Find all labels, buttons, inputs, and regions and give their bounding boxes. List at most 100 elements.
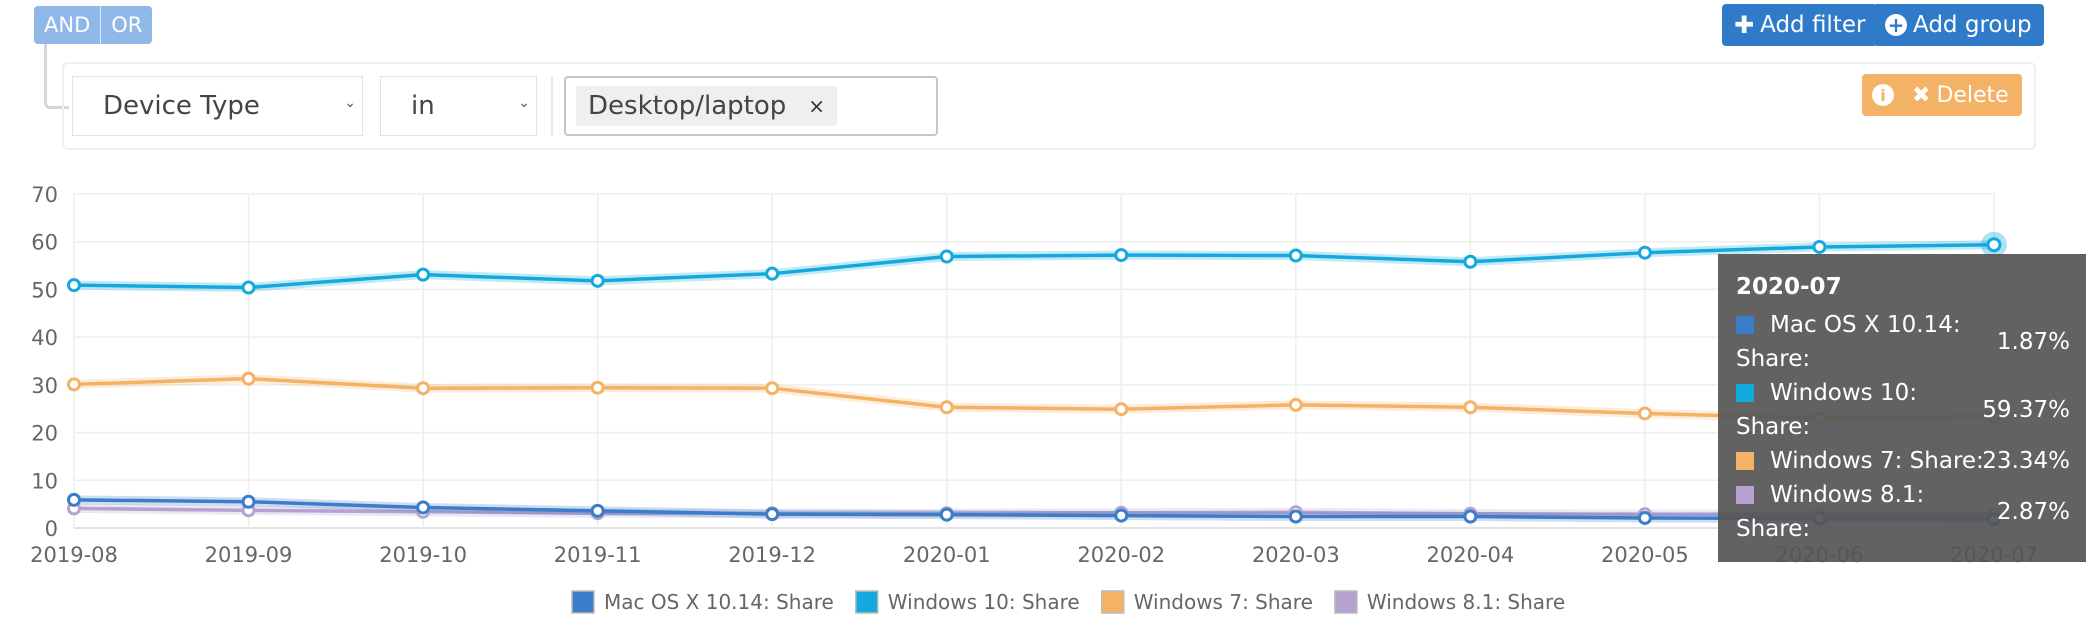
tooltip-swatch [1736,452,1754,470]
data-point [1288,248,1303,263]
data-point [590,380,605,395]
legend-swatch [1100,590,1125,614]
data-point [1463,506,1478,521]
field-select[interactable]: Device Type ⌄ [72,76,363,136]
series-halo [73,503,1995,519]
series-halo [73,495,1995,524]
y-tick-label: 30 [31,374,58,398]
tooltip-swatch [1736,486,1754,504]
legend-label: Mac OS X 10.14: Share [604,590,834,614]
data-point [765,266,780,281]
data-point [241,494,256,509]
value-tag-input[interactable]: Desktop/laptop × [564,76,938,136]
y-tick-label: 60 [31,231,58,255]
data-point [241,280,256,295]
x-tick-label: 2020-01 [903,543,991,567]
tooltip-value: 2.87% [1996,499,2070,525]
tooltip-swatch [1736,384,1754,402]
delete-button[interactable]: i ✖ Delete [1862,74,2022,116]
data-point [939,507,954,522]
data-point [765,507,780,522]
data-point [67,492,81,507]
legend-item[interactable]: Windows 8.1: Share [1334,590,1565,614]
field-select-value: Device Type [103,91,260,121]
and-or-toggle: AND OR [34,6,153,44]
data-point [1114,402,1129,417]
data-point [1288,505,1303,520]
series-line [73,506,1995,517]
add-filter-label: Add filter [1760,12,1866,38]
x-tick-label: 2020-03 [1252,543,1340,567]
legend-swatch [1334,590,1358,614]
series-line [73,376,1995,421]
filter-tree-connector [44,44,69,109]
hover-point [1986,237,2002,253]
operator-select[interactable]: in ⌄ [380,76,537,136]
data-point [1637,406,1652,421]
data-point [416,267,431,282]
legend-item[interactable]: Windows 7: Share [1100,590,1313,614]
data-point [1114,508,1129,523]
data-point [939,400,954,415]
info-icon[interactable]: i [1872,84,1894,106]
add-group-button[interactable]: + Add group [1873,4,2044,46]
data-point [765,381,780,396]
data-point [765,506,780,521]
x-tick-label: 2020-05 [1601,543,1689,567]
data-point [1288,509,1303,524]
y-tick-label: 50 [31,278,58,302]
x-tick-label: 2019-12 [728,543,816,567]
x-tick-label: 2020-04 [1426,543,1514,567]
data-point [590,273,605,288]
data-point [67,377,81,392]
data-point [1114,505,1129,520]
data-point [939,249,954,264]
data-point [1637,510,1652,525]
and-toggle[interactable]: AND [44,13,91,37]
or-toggle[interactable]: OR [111,13,143,37]
tooltip-value: 23.34% [1982,448,2070,474]
legend-item[interactable]: Windows 10: Share [855,590,1080,614]
data-point [416,500,431,515]
add-filter-button[interactable]: ✚ Add filter [1722,4,1878,46]
data-point [1987,237,2001,252]
value-tag-label: Desktop/laptop [588,91,787,121]
legend-swatch [855,590,879,614]
tooltip-value: 59.37% [1982,397,2070,423]
data-point [1463,509,1478,524]
plus-icon: ✚ [1734,11,1755,39]
tag-remove-icon[interactable]: × [808,94,826,118]
data-point [590,506,605,521]
data-point [416,381,431,396]
chart-tooltip: 2020-07 Mac OS X 10.14: Share: 1.87% Win… [1718,254,2086,562]
y-tick-label: 70 [31,183,58,207]
legend-label: Windows 8.1: Share [1367,590,1565,614]
y-tick-label: 10 [31,469,58,493]
data-point [590,503,605,518]
value-tag: Desktop/laptop × [576,86,838,126]
chevron-down-icon: ⌄ [344,95,356,111]
tooltip-label: Mac OS X 10.14: Share: [1736,312,1961,372]
data-point [1114,248,1129,263]
series-line [73,498,1995,521]
data-point [1812,239,1827,254]
x-tick-label: 2019-11 [554,543,642,567]
legend-label: Windows 7: Share [1134,590,1313,614]
x-tick-label: 2019-08 [30,543,118,567]
filter-divider [551,76,553,136]
series-line [73,242,1995,290]
legend-item[interactable]: Mac OS X 10.14: Share [571,590,834,614]
plus-circle-icon: + [1885,13,1907,37]
data-point [1463,400,1478,415]
legend-label: Windows 10: Share [888,590,1080,614]
x-tick-label: 2019-10 [379,543,467,567]
tooltip-date: 2020-07 [1736,274,1842,300]
data-point [1288,397,1303,412]
data-point [1637,245,1652,260]
series-halo [73,374,1995,423]
data-point [416,504,431,519]
y-tick-label: 20 [31,422,58,446]
data-point [939,506,954,521]
data-point [67,278,81,293]
toggle-divider [100,6,102,44]
